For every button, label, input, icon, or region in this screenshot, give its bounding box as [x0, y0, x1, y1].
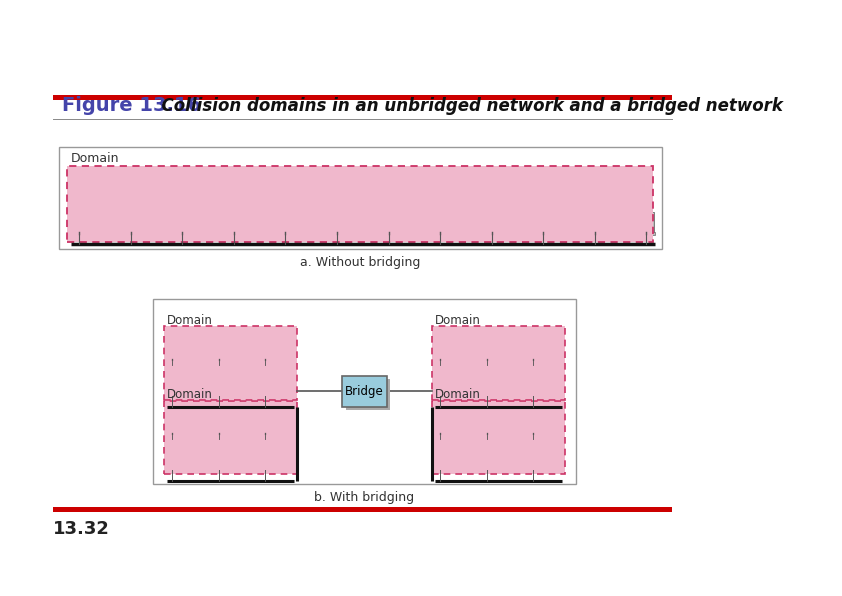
- Bar: [164, 359, 180, 361]
- Bar: [432, 433, 449, 436]
- Bar: [211, 414, 226, 433]
- Bar: [226, 212, 242, 232]
- Text: Figure 13.16: Figure 13.16: [62, 97, 201, 115]
- Bar: [486, 215, 498, 231]
- Bar: [528, 343, 539, 358]
- Bar: [73, 215, 86, 231]
- Bar: [535, 232, 552, 235]
- Bar: [163, 327, 297, 400]
- Bar: [259, 343, 271, 358]
- Bar: [537, 215, 550, 231]
- Bar: [211, 340, 226, 359]
- Bar: [258, 433, 274, 436]
- Bar: [258, 359, 274, 361]
- Bar: [280, 215, 291, 231]
- Bar: [479, 414, 494, 433]
- Bar: [342, 376, 387, 407]
- Bar: [433, 340, 448, 359]
- Bar: [167, 343, 178, 358]
- Bar: [165, 340, 179, 359]
- Bar: [331, 215, 344, 231]
- Bar: [528, 417, 539, 432]
- Bar: [71, 232, 88, 235]
- Text: Domain: Domain: [71, 153, 120, 165]
- Bar: [637, 232, 655, 235]
- Bar: [277, 212, 294, 232]
- Bar: [479, 359, 495, 361]
- Bar: [345, 380, 391, 411]
- Bar: [53, 95, 672, 100]
- Bar: [482, 232, 500, 235]
- Text: Domain: Domain: [168, 314, 213, 327]
- Bar: [382, 215, 395, 231]
- Bar: [227, 215, 240, 231]
- Bar: [434, 417, 446, 432]
- Bar: [432, 359, 449, 361]
- Bar: [481, 343, 493, 358]
- Bar: [381, 212, 397, 232]
- Bar: [59, 147, 662, 249]
- Bar: [258, 414, 273, 433]
- Bar: [167, 417, 178, 432]
- Bar: [640, 215, 653, 231]
- Bar: [380, 232, 397, 235]
- Bar: [433, 414, 448, 433]
- Bar: [525, 359, 541, 361]
- Bar: [432, 327, 565, 400]
- Bar: [586, 232, 604, 235]
- Bar: [174, 212, 190, 232]
- Text: b. With bridging: b. With bridging: [314, 491, 414, 504]
- Bar: [525, 433, 541, 436]
- Bar: [176, 215, 189, 231]
- Bar: [479, 340, 494, 359]
- Bar: [587, 212, 603, 232]
- Bar: [536, 212, 552, 232]
- Bar: [277, 232, 294, 235]
- Bar: [164, 433, 180, 436]
- Bar: [259, 417, 271, 432]
- Bar: [210, 359, 227, 361]
- Bar: [258, 340, 273, 359]
- Bar: [72, 212, 88, 232]
- Bar: [432, 212, 448, 232]
- Bar: [526, 340, 541, 359]
- Bar: [67, 166, 653, 242]
- Bar: [329, 212, 345, 232]
- Bar: [434, 215, 446, 231]
- Bar: [481, 417, 493, 432]
- Text: Collision domains in an unbridged network and a bridged network: Collision domains in an unbridged networ…: [150, 97, 783, 115]
- Bar: [173, 232, 191, 235]
- Bar: [210, 433, 227, 436]
- Text: a. Without bridging: a. Without bridging: [300, 256, 420, 269]
- Text: Domain: Domain: [435, 389, 481, 402]
- Bar: [165, 414, 179, 433]
- Bar: [432, 401, 565, 474]
- Bar: [125, 215, 137, 231]
- Bar: [434, 343, 446, 358]
- Bar: [123, 212, 139, 232]
- Bar: [431, 232, 449, 235]
- Bar: [483, 212, 499, 232]
- Bar: [122, 232, 140, 235]
- Bar: [225, 232, 242, 235]
- Bar: [213, 417, 225, 432]
- Bar: [163, 401, 297, 474]
- Bar: [526, 414, 541, 433]
- Bar: [53, 507, 672, 512]
- Bar: [638, 212, 654, 232]
- Text: 13.32: 13.32: [53, 520, 110, 538]
- Text: Domain: Domain: [435, 314, 481, 327]
- Text: Domain: Domain: [168, 389, 213, 402]
- Bar: [328, 232, 346, 235]
- Bar: [153, 299, 576, 484]
- Bar: [213, 343, 225, 358]
- Bar: [479, 433, 495, 436]
- Text: Bridge: Bridge: [345, 385, 384, 398]
- Bar: [589, 215, 601, 231]
